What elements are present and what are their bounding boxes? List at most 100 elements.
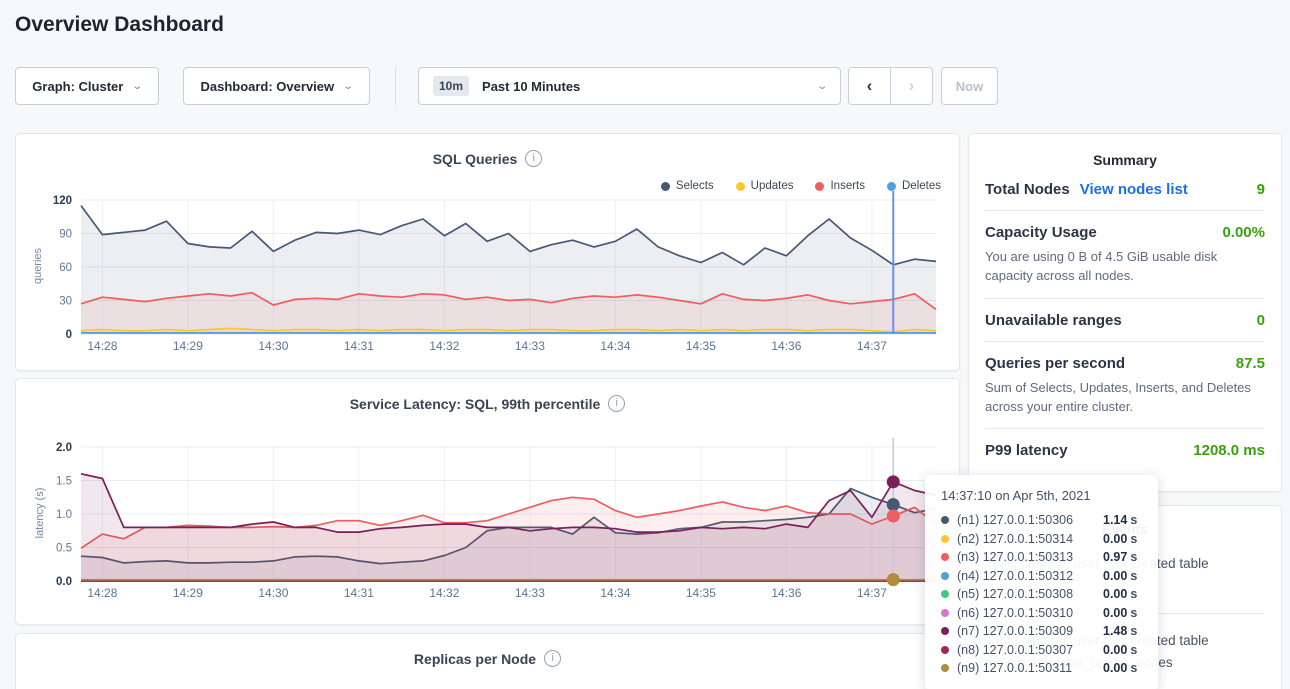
- service-latency-chart[interactable]: 0.0 0.5 1.0 1.5 2.0 14:28 14:29 14:30 14:31 14:32…: [16, 435, 961, 613]
- p99-latency-label: P99 latency: [985, 442, 1068, 459]
- svg-text:14:29: 14:29: [173, 339, 203, 353]
- tooltip-row: (n2) 127.0.0.1:503140.00s: [941, 530, 1146, 549]
- capacity-usage-label: Capacity Usage: [985, 224, 1097, 241]
- svg-text:14:29: 14:29: [173, 586, 203, 600]
- info-icon[interactable]: i: [608, 395, 625, 412]
- qps-desc: Sum of Selects, Updates, Inserts, and De…: [985, 379, 1265, 417]
- svg-text:14:37: 14:37: [857, 586, 887, 600]
- svg-text:14:33: 14:33: [515, 586, 545, 600]
- svg-text:60: 60: [59, 262, 72, 274]
- chart-hover-tooltip: 14:37:10 on Apr 5th, 2021 (n1) 127.0.0.1…: [925, 475, 1158, 689]
- tooltip-row: (n8) 127.0.0.1:503070.00s: [941, 641, 1146, 660]
- chevron-down-icon: ⌄: [816, 81, 828, 92]
- series-dot-icon: [941, 664, 949, 672]
- sql-queries-card: SQL Queries i SelectsUpdatesInsertsDelet…: [15, 133, 960, 371]
- summary-row-qps: Queries per second 87.5 Sum of Selects, …: [985, 342, 1265, 430]
- info-icon[interactable]: i: [544, 650, 561, 667]
- tooltip-row: (n7) 127.0.0.1:503091.48s: [941, 622, 1146, 641]
- svg-text:120: 120: [53, 195, 72, 207]
- qps-label: Queries per second: [985, 355, 1125, 372]
- sql-queries-chart[interactable]: 0 30 60 90 120 14:28 14:29 14:30 14:31 14:32 14:33…: [16, 190, 961, 365]
- series-dot-icon: [941, 590, 949, 598]
- time-range-label: Past 10 Minutes: [482, 79, 580, 94]
- chevron-down-icon: ⌄: [132, 81, 144, 92]
- replicas-per-node-title: Replicas per Node i: [16, 650, 959, 667]
- svg-text:30: 30: [59, 296, 72, 308]
- svg-text:1.5: 1.5: [56, 476, 72, 488]
- svg-text:14:32: 14:32: [429, 586, 459, 600]
- dashboard-dropdown[interactable]: Dashboard: Overview ⌄: [183, 67, 370, 105]
- service-latency-card: Service Latency: SQL, 99th percentile i …: [15, 378, 960, 625]
- summary-row-unavailable: Unavailable ranges 0: [985, 299, 1265, 342]
- summary-row-capacity: Capacity Usage 0.00% You are using 0 B o…: [985, 211, 1265, 299]
- svg-text:14:31: 14:31: [344, 586, 374, 600]
- overview-dashboard-page: Overview Dashboard Graph: Cluster ⌄ Dash…: [0, 0, 1290, 689]
- chevron-left-icon: ‹: [867, 76, 873, 96]
- svg-text:14:35: 14:35: [686, 339, 716, 353]
- svg-text:14:32: 14:32: [429, 339, 459, 353]
- summary-row-total-nodes: Total Nodes View nodes list 9: [985, 168, 1265, 211]
- tooltip-row: (n3) 127.0.0.1:503130.97s: [941, 548, 1146, 567]
- now-button-label: Now: [956, 79, 983, 94]
- replicas-per-node-card: Replicas per Node i: [15, 633, 960, 689]
- svg-text:14:34: 14:34: [600, 586, 630, 600]
- summary-panel: Summary Total Nodes View nodes list 9 Ca…: [968, 133, 1282, 492]
- svg-text:14:30: 14:30: [258, 586, 288, 600]
- series-dot-icon: [941, 609, 949, 617]
- summary-heading: Summary: [985, 152, 1265, 168]
- series-dot-icon: [941, 572, 949, 580]
- tooltip-timestamp: 14:37:10 on Apr 5th, 2021: [941, 488, 1146, 503]
- series-dot-icon: [941, 535, 949, 543]
- p99-latency-value: 1208.0 ms: [1193, 442, 1265, 459]
- svg-text:1.0: 1.0: [56, 509, 72, 521]
- graph-dropdown-label: Graph: Cluster: [32, 79, 123, 94]
- tooltip-row: (n1) 127.0.0.1:503061.14s: [941, 511, 1146, 530]
- svg-text:14:31: 14:31: [344, 339, 374, 353]
- svg-text:14:28: 14:28: [87, 586, 117, 600]
- tooltip-row: (n4) 127.0.0.1:503120.00s: [941, 567, 1146, 586]
- time-range-dropdown[interactable]: 10m Past 10 Minutes ⌄: [418, 67, 841, 105]
- capacity-usage-desc: You are using 0 B of 4.5 GiB usable disk…: [985, 248, 1265, 286]
- svg-text:14:34: 14:34: [600, 339, 630, 353]
- unavailable-ranges-value: 0: [1257, 312, 1265, 329]
- svg-text:0: 0: [66, 329, 72, 341]
- svg-text:14:36: 14:36: [771, 586, 801, 600]
- series-dot-icon: [941, 646, 949, 654]
- view-nodes-list-link[interactable]: View nodes list: [1080, 181, 1188, 198]
- tooltip-row: (n9) 127.0.0.1:503110.00s: [941, 659, 1146, 678]
- unavailable-ranges-label: Unavailable ranges: [985, 312, 1122, 329]
- toolbar-divider: [395, 67, 396, 105]
- svg-text:14:36: 14:36: [771, 339, 801, 353]
- page-title: Overview Dashboard: [15, 13, 224, 37]
- svg-text:2.0: 2.0: [56, 442, 72, 454]
- series-dot-icon: [941, 516, 949, 524]
- graph-dropdown[interactable]: Graph: Cluster ⌄: [15, 67, 159, 105]
- svg-text:14:28: 14:28: [87, 339, 117, 353]
- svg-text:0.5: 0.5: [56, 543, 72, 555]
- time-next-button[interactable]: ›: [890, 67, 933, 105]
- tooltip-row: (n6) 127.0.0.1:503100.00s: [941, 604, 1146, 623]
- series-dot-icon: [941, 627, 949, 635]
- chevron-right-icon: ›: [909, 76, 915, 96]
- dashboard-dropdown-label: Dashboard: Overview: [200, 79, 334, 94]
- svg-text:14:33: 14:33: [515, 339, 545, 353]
- svg-text:90: 90: [59, 229, 72, 241]
- summary-row-p99: P99 latency 1208.0 ms: [985, 429, 1265, 471]
- capacity-usage-value: 0.00%: [1222, 224, 1265, 241]
- svg-text:0.0: 0.0: [56, 576, 72, 588]
- sql-queries-title: SQL Queries i: [16, 150, 959, 167]
- qps-value: 87.5: [1236, 355, 1265, 372]
- time-prev-button[interactable]: ‹: [848, 67, 891, 105]
- time-range-badge: 10m: [433, 76, 469, 96]
- service-latency-title: Service Latency: SQL, 99th percentile i: [16, 395, 959, 412]
- total-nodes-value: 9: [1257, 181, 1265, 198]
- tooltip-row: (n5) 127.0.0.1:503080.00s: [941, 585, 1146, 604]
- info-icon[interactable]: i: [525, 150, 542, 167]
- svg-text:14:30: 14:30: [258, 339, 288, 353]
- svg-text:14:37: 14:37: [857, 339, 887, 353]
- now-button[interactable]: Now: [941, 67, 998, 105]
- series-dot-icon: [941, 553, 949, 561]
- total-nodes-label: Total Nodes: [985, 181, 1070, 198]
- svg-text:14:35: 14:35: [686, 586, 716, 600]
- chevron-down-icon: ⌄: [342, 81, 354, 92]
